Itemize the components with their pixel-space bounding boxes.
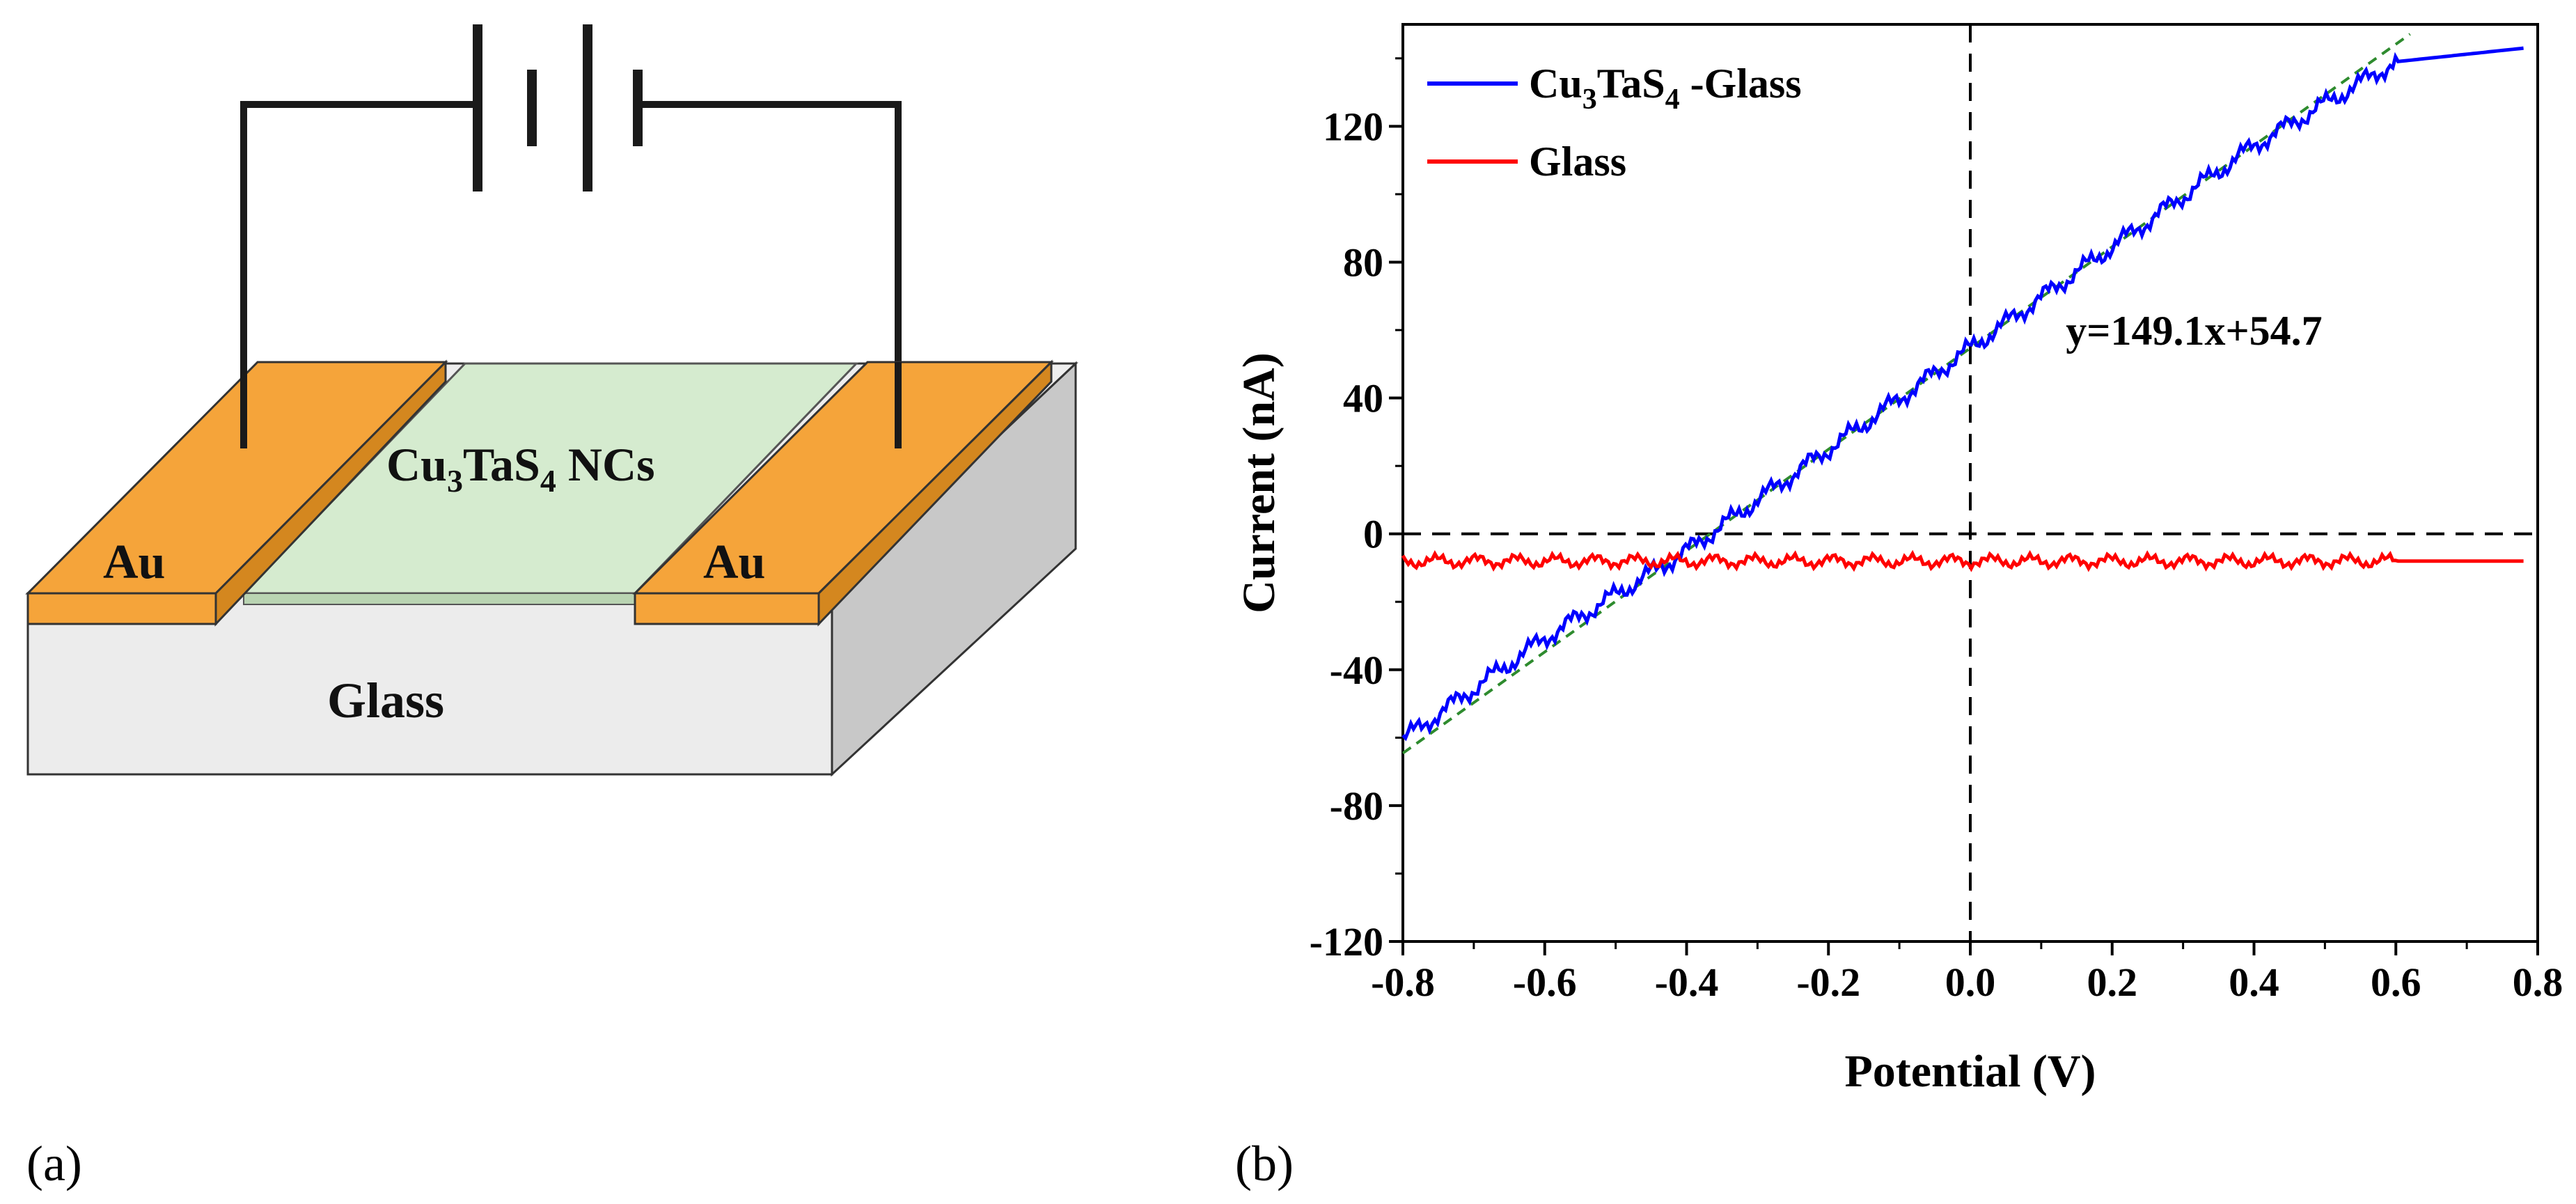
y-tick-label: 0 [1363, 512, 1383, 557]
legend-label-glass: Glass [1529, 139, 1626, 185]
x-tick-label: 0.2 [2087, 960, 2138, 1005]
y-tick-label: -40 [1330, 648, 1383, 693]
nc-film-edge [243, 593, 636, 605]
series-line-cu3tas4-glass [1401, 46, 2524, 742]
x-tick-label: -0.6 [1513, 960, 1577, 1005]
y-tick-label: -120 [1310, 919, 1383, 964]
x-tick-label: 0.6 [2371, 960, 2421, 1005]
y-tick-label: 120 [1323, 104, 1383, 149]
y-tick-label: -80 [1330, 783, 1383, 829]
battery-icon [473, 24, 643, 191]
nc-label: Cu3TaS4 NCs [386, 438, 655, 499]
iv-chart: -0.8 -0.6 -0.4 -0.2 0.0 0.2 0.4 0.6 0.8 -120 -80 -4… [1234, 23, 2563, 1097]
fit-equation-label: y=149.1x+54.7 [2066, 308, 2322, 354]
y-tick-label: 80 [1343, 240, 1383, 285]
au-label-right: Au [703, 535, 765, 589]
x-axis-title: Potential (V) [1844, 1046, 2096, 1097]
circuit-wires [240, 101, 902, 448]
au-electrode-right-front [634, 592, 820, 625]
probe-wires [240, 362, 902, 448]
x-tick-label: 0.8 [2513, 960, 2563, 1005]
glass-label: Glass [327, 673, 444, 728]
x-tick-label: 0.4 [2229, 960, 2279, 1005]
au-label-left: Au [103, 535, 165, 589]
y-tick-label: 40 [1343, 376, 1383, 421]
device-schematic: Au Au Cu3TaS4 NCs Glass [25, 24, 1078, 777]
x-tick-label: -0.8 [1371, 960, 1435, 1005]
legend-label-cu3tas4: Cu3TaS4 -Glass [1529, 61, 1802, 116]
fit-line [1401, 33, 2411, 755]
au-electrode-left-front [26, 592, 217, 625]
x-tick-label: -0.2 [1796, 960, 1860, 1005]
x-tick-label: 0.0 [1945, 960, 1996, 1005]
y-axis-title: Current (nA) [1234, 352, 1285, 613]
panel-label-a: (a) [26, 1136, 82, 1191]
series-line-glass [1401, 549, 2524, 572]
panel-label-b: (b) [1235, 1136, 1294, 1191]
x-tick-label: -0.4 [1655, 960, 1719, 1005]
